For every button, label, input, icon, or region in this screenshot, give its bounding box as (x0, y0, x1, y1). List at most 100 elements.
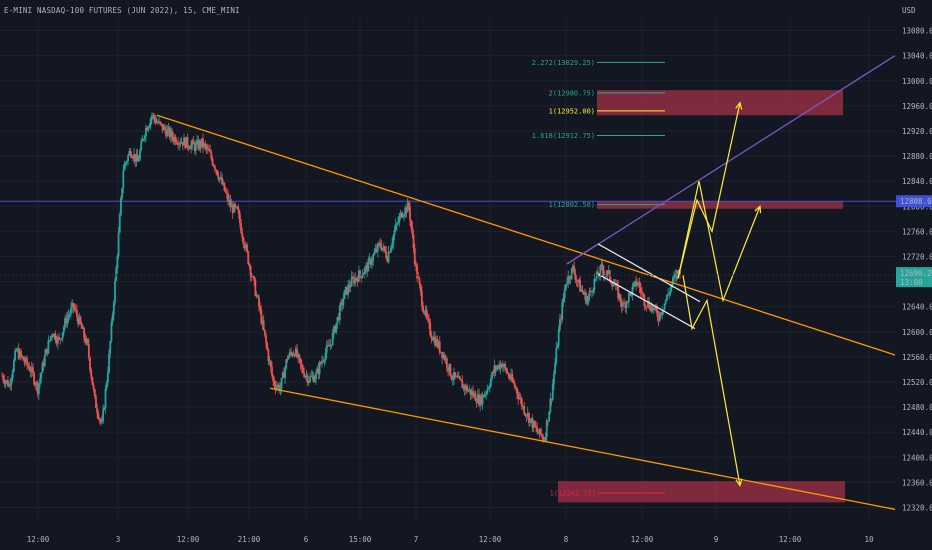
candle-body (488, 386, 491, 389)
candle-body (624, 303, 627, 309)
candle-body (294, 348, 297, 356)
candle-body (376, 243, 379, 252)
candle-body (87, 343, 90, 358)
candle-body (544, 436, 547, 441)
candle-body (80, 323, 83, 329)
candle-body (332, 326, 335, 333)
candle-body (133, 154, 135, 159)
candle-body (461, 380, 464, 389)
symbol-title: E-MINI NASDAQ-100 FUTURES (JUN 2022), 15… (4, 6, 240, 15)
candle-body (177, 143, 179, 145)
candle-body (215, 169, 218, 171)
x-tick-label: 3 (116, 535, 121, 544)
candle-body (533, 421, 536, 427)
candle-body (585, 292, 587, 304)
candle-body (140, 141, 143, 151)
candle-body (274, 385, 277, 389)
candle-body (481, 394, 484, 405)
candle-body (410, 220, 413, 228)
candle-body (127, 155, 129, 162)
candle-body (255, 295, 258, 297)
candle-body (669, 287, 672, 294)
candle-body (385, 251, 388, 258)
candle-body (47, 340, 50, 354)
candle-body (193, 144, 196, 151)
candle-body (221, 177, 223, 185)
candle-body (3, 380, 6, 384)
candle-body (676, 270, 679, 278)
candle-body (390, 247, 392, 253)
candle-body (114, 280, 116, 303)
candle-body (158, 121, 160, 124)
candle-body (287, 355, 290, 360)
candle-body (238, 213, 241, 224)
candle-body (137, 159, 140, 162)
candle-body (16, 349, 19, 351)
candle-body (374, 249, 377, 253)
candle-body (71, 303, 74, 308)
y-tick-label: 12360.00 (902, 478, 932, 487)
candle-body (128, 151, 131, 156)
candle-body (468, 389, 471, 391)
candle-body (310, 376, 313, 377)
candle-body (391, 243, 394, 248)
yellow-path-3 (682, 275, 741, 486)
currency-label: USD (902, 6, 916, 15)
candle-body (14, 350, 16, 361)
candle-body (373, 252, 376, 255)
candle-body (388, 252, 391, 253)
candle-body (258, 296, 260, 307)
x-tick-label: 8 (564, 535, 569, 544)
candle-body (418, 278, 421, 285)
candle-body (55, 340, 58, 344)
candle-body (551, 384, 554, 400)
candle-body (382, 246, 385, 249)
candle-body (95, 396, 97, 409)
candle-body (566, 283, 568, 285)
candle-body (293, 354, 296, 356)
candle-body (192, 140, 195, 145)
candle-body (269, 360, 272, 368)
candle-body (405, 207, 408, 213)
candle-body (570, 267, 573, 279)
candle-body (121, 188, 124, 198)
candle-body (475, 400, 478, 403)
candle-body (478, 394, 480, 406)
y-tick-label: 13040.00 (902, 52, 932, 61)
candle-body (37, 383, 40, 394)
candle-body (118, 214, 121, 233)
candle-body (23, 360, 26, 363)
candle-body (244, 244, 247, 249)
candle-body (531, 418, 534, 429)
candle-body (290, 351, 292, 354)
candle-body (436, 339, 439, 348)
fib-label: 1(12952.00) (549, 107, 595, 115)
candle-body (194, 143, 197, 151)
candle-body (361, 275, 364, 278)
candle-body (489, 378, 492, 387)
candle-body (172, 137, 175, 141)
candle-body (58, 336, 60, 339)
candle-body (272, 375, 275, 382)
candle-body (64, 318, 66, 328)
candle-body (165, 129, 168, 137)
candle-body (611, 283, 614, 287)
candle-body (286, 359, 289, 360)
candle-body (86, 339, 89, 344)
candle-body (466, 385, 468, 392)
candle-body (98, 418, 101, 420)
candle-body (476, 394, 479, 403)
candle-body (444, 358, 447, 360)
candle-body (45, 348, 47, 356)
candle-body (322, 360, 325, 362)
candle-body (535, 426, 537, 428)
candle-body (139, 150, 141, 160)
candle-body (271, 367, 273, 376)
candle-body (84, 337, 87, 344)
candle-body (437, 341, 440, 348)
candle-body (15, 350, 18, 351)
y-tick-label: 12600.00 (902, 328, 932, 337)
candle-body (346, 287, 348, 295)
